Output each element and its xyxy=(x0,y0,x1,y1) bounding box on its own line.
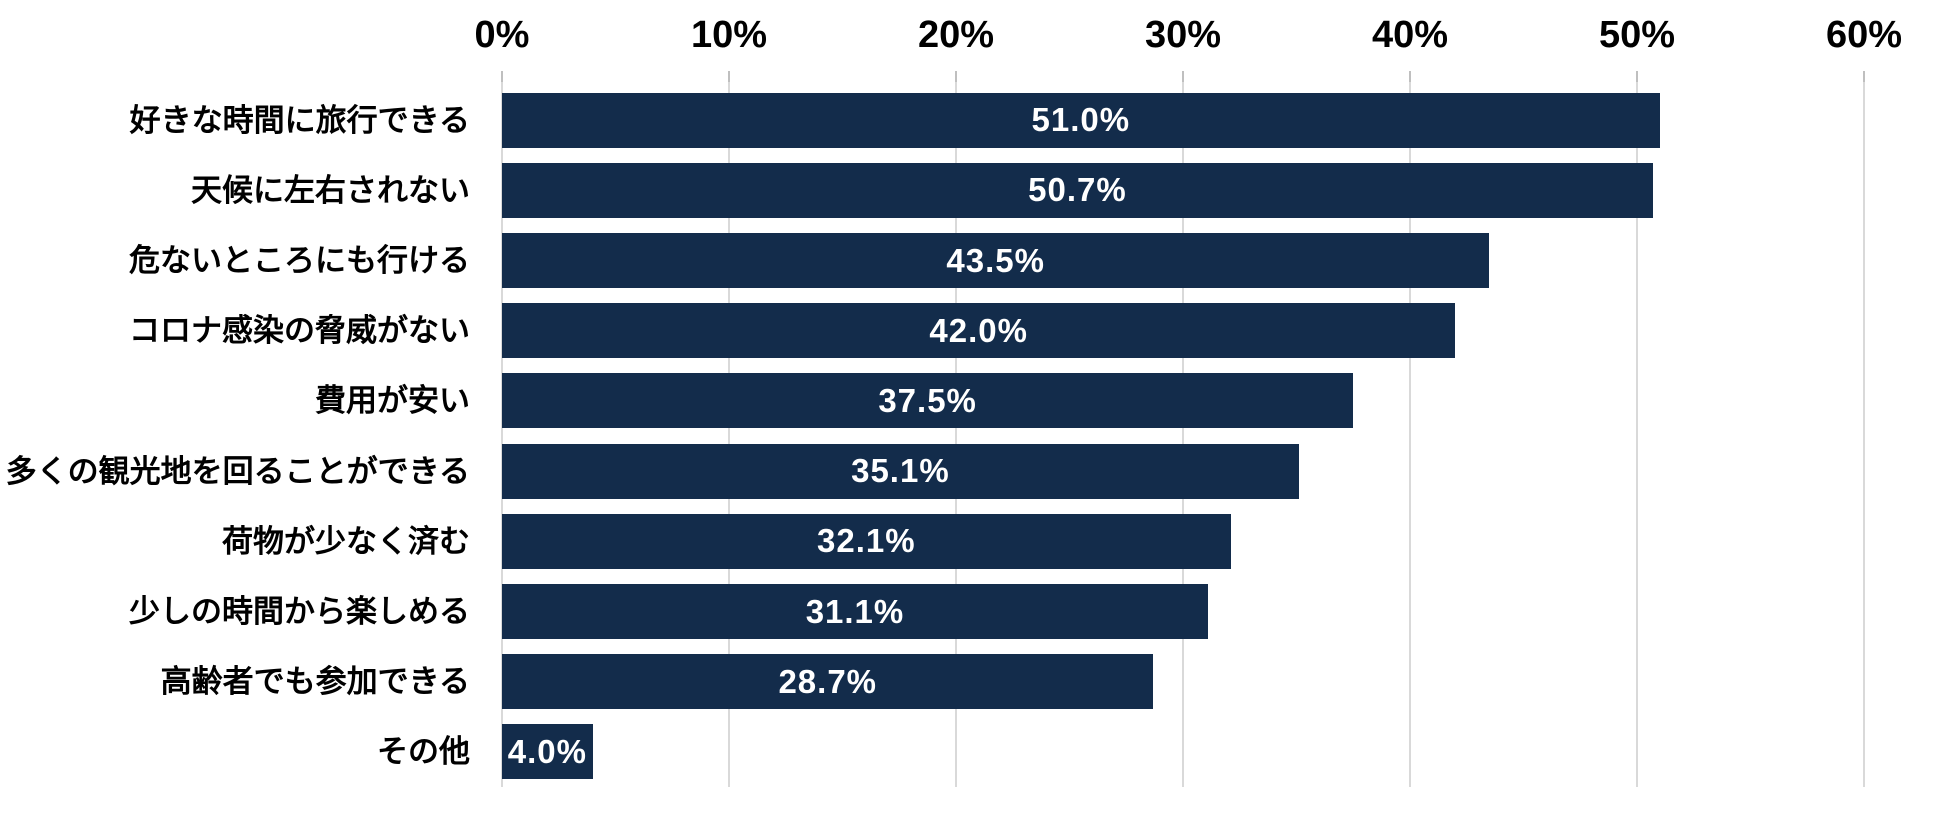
x-axis-tick-label: 10% xyxy=(690,14,768,56)
bar-value-label: 42.0% xyxy=(929,311,1028,349)
bar-value-label: 50.7% xyxy=(1028,171,1127,209)
gridline xyxy=(1182,82,1184,787)
x-axis-tick-label: 20% xyxy=(917,14,995,56)
x-axis-tick-mark xyxy=(1409,71,1411,82)
x-axis-tick-label: 50% xyxy=(1598,14,1676,56)
bar: 35.1% xyxy=(502,443,1299,499)
bar-value-label: 4.0% xyxy=(507,732,587,770)
gridline xyxy=(1863,82,1865,787)
x-axis-tick-label: 60% xyxy=(1825,14,1903,56)
bar: 37.5% xyxy=(502,373,1354,429)
x-axis-tick-label: 40% xyxy=(1371,14,1449,56)
gridline xyxy=(1409,82,1411,787)
bar-value-label: 28.7% xyxy=(778,662,878,700)
category-label: 好きな時間に旅行できる xyxy=(129,102,470,138)
bar: 4.0% xyxy=(502,724,593,780)
category-label: 危ないところにも行ける xyxy=(129,243,470,278)
bar: 42.0% xyxy=(502,303,1456,359)
category-label: 少しの時間から楽しめる xyxy=(129,594,470,629)
x-axis-tick-label: 30% xyxy=(1144,14,1222,56)
category-label: その他 xyxy=(377,734,470,770)
bar-value-label: 51.0% xyxy=(1031,101,1131,139)
gridline xyxy=(955,82,957,787)
category-label: 費用が安い xyxy=(315,383,470,419)
x-axis-tick-mark xyxy=(1636,71,1638,82)
x-axis-tick-mark xyxy=(728,71,730,82)
x-axis-tick-mark xyxy=(955,71,957,82)
gridline xyxy=(501,82,503,787)
category-label: コロナ感染の脅威がない xyxy=(129,313,470,349)
x-axis-tick-label: 0% xyxy=(474,14,530,56)
bar-value-label: 35.1% xyxy=(851,452,950,490)
x-axis-tick-mark xyxy=(1182,71,1184,82)
gridline xyxy=(728,82,730,787)
category-label: 天候に左右されない xyxy=(191,172,470,208)
x-axis-tick-mark xyxy=(1863,71,1865,82)
bar-value-label: 43.5% xyxy=(946,241,1045,279)
bar: 51.0% xyxy=(502,92,1660,148)
bar: 31.1% xyxy=(502,584,1208,639)
bar-value-label: 31.1% xyxy=(805,592,905,630)
bar-value-label: 32.1% xyxy=(817,522,916,560)
bar: 32.1% xyxy=(502,513,1231,569)
gridline xyxy=(1636,82,1638,787)
bar: 43.5% xyxy=(502,233,1490,288)
x-axis-tick-mark xyxy=(501,71,503,82)
bar: 28.7% xyxy=(502,654,1154,710)
bar-value-label: 37.5% xyxy=(878,381,977,419)
category-label: 荷物が少なく済む xyxy=(222,523,470,559)
bar: 50.7% xyxy=(502,162,1653,218)
category-label: 高齢者でも参加できる xyxy=(160,664,470,700)
category-label: 多くの観光地を回ることができる xyxy=(5,453,470,489)
